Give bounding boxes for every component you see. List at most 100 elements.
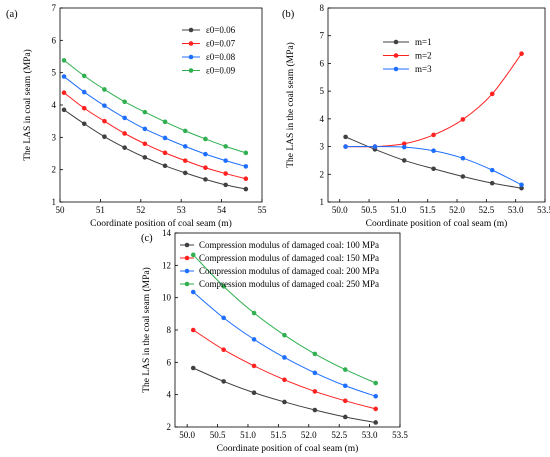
data-point [251,337,257,342]
data-point [142,141,148,147]
legend-marker [184,281,190,287]
data-point [221,347,226,353]
data-point [81,121,87,127]
x-tick-label: 50.0 [179,430,195,440]
x-axis-label: Coordinate position of coal seam (m) [90,218,232,229]
data-point [431,166,436,172]
legend-label: Compression modulus of damaged coal: 100… [199,240,379,250]
data-point [282,355,287,360]
y-tick-label: 2 [167,422,172,432]
data-point [223,144,228,149]
series-1 [61,107,249,192]
data-point [162,163,168,169]
data-point [162,150,168,156]
data-point [102,103,107,108]
data-point [519,185,524,191]
data-point [182,128,188,134]
data-point [122,99,127,105]
x-tick-label: 50.0 [332,205,348,215]
data-point [221,379,226,384]
legend-marker [188,27,194,33]
legend-marker [393,53,399,58]
y-tick-label: 2 [52,165,57,175]
data-point [489,167,495,173]
data-point [142,155,148,160]
legend: m=1 m=2 m=3 [383,37,432,74]
y-tick-label: 7 [320,31,325,41]
data-point [342,383,348,389]
x-tick-label: 51.0 [391,205,407,215]
y-tick-label: 2 [320,169,325,179]
legend-label: Compression modulus of damaged coal: 250… [199,279,379,289]
legend-marker [188,54,194,60]
series-line [345,136,522,189]
x-tick-label: 51.5 [420,205,436,215]
y-tick-label: 4 [167,390,172,400]
data-point [122,131,127,136]
series-line [63,59,246,154]
legend-label: ε0=0.06 [206,25,236,35]
data-point [81,89,87,95]
y-tick-label: 4 [52,100,57,110]
data-point [61,58,67,63]
x-tick-label: 51.0 [240,430,256,440]
x-tick-label: 53.0 [508,205,524,215]
data-point [251,310,257,316]
data-point [243,186,249,192]
legend-marker [188,41,194,46]
x-tick-label: 51.5 [271,430,287,440]
data-point [373,380,378,386]
legend-marker [393,39,399,45]
legend-marker [184,255,190,261]
chart-panel-2: 50.0 50.5 51.0 51.5 52.0 52.5 53.0 53.5 1 2 3 4 5 6 7 8… [282,3,550,229]
data-point [142,109,148,115]
x-tick-label: 53.5 [392,430,408,440]
y-tick-label: 8 [167,325,172,335]
legend-marker [393,66,399,72]
data-point [182,144,188,149]
x-tick-label: 50.5 [210,430,226,440]
data-point [312,407,318,413]
data-point [223,171,228,176]
data-point [203,151,208,157]
data-point [162,119,168,125]
plot-frame [327,7,546,203]
data-point [190,327,196,333]
x-tick-label: 50 [56,205,66,215]
series-1 [190,365,378,425]
data-point [81,105,87,111]
y-tick-label: 4 [320,114,325,124]
x-tick-label: 52.5 [331,430,347,440]
panel-label: (c) [141,233,153,244]
data-point [312,389,318,394]
data-point [251,390,257,396]
data-point [182,170,188,176]
data-point [102,118,107,124]
y-axis-label: The LAS in the coal seam (MPa) [141,267,152,393]
data-point [243,176,249,182]
data-point [243,164,249,169]
series-2 [343,51,524,149]
data-point [342,367,348,372]
legend: ε0=0.06 ε0=0.07 ε0=0.08 ε0=0.09 [182,25,236,76]
series-3 [190,289,378,399]
x-tick-label: 52 [136,205,145,215]
data-point [282,399,287,405]
data-point [122,115,127,121]
data-point [373,406,378,412]
legend-marker [184,242,190,248]
data-point [431,132,436,138]
data-point [61,90,67,96]
series-1 [343,134,524,191]
plot-frame [59,7,263,203]
data-point [342,414,348,420]
data-point [190,365,196,371]
data-point [343,144,348,149]
legend: Compression modulus of damaged coal: 100… [180,240,379,289]
legend-label: m=1 [415,37,432,47]
data-point [122,145,127,150]
x-tick-label: 53.5 [537,205,550,215]
data-point [81,73,87,79]
data-point [372,144,378,149]
data-point [142,126,148,132]
